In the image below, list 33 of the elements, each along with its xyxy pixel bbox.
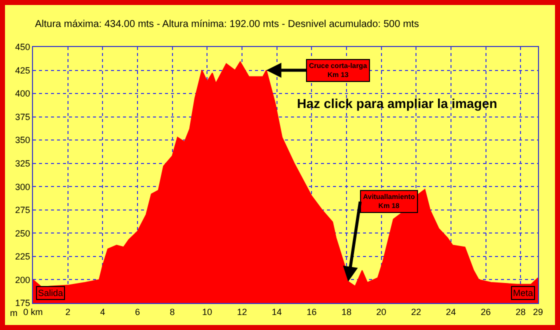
y-tick-label: 275 — [15, 205, 30, 216]
y-axis-title: m — [10, 308, 18, 318]
x-tick-label: 20 — [376, 306, 386, 317]
x-tick-label: 22 — [411, 306, 422, 317]
x-tick-label: 28 — [516, 306, 526, 317]
x-tick-label: 12 — [236, 306, 247, 317]
y-tick-label: 225 — [15, 252, 30, 262]
x-tick-label: 6 — [134, 306, 140, 317]
y-tick-label: 300 — [15, 182, 30, 192]
x-tick-label: 24 — [446, 306, 456, 317]
x-tick-label: 18 — [341, 306, 352, 317]
y-tick-label: 200 — [15, 274, 30, 285]
x-tick-label: 4 — [100, 306, 106, 317]
y-tick-label: 250 — [15, 228, 30, 238]
annotation: Meta — [513, 288, 534, 298]
annotation: Salida — [38, 288, 64, 298]
x-tick-label: 14 — [272, 306, 282, 317]
annotation: Haz click para ampliar la imagen — [297, 96, 498, 111]
x-tick-label: 8 — [170, 306, 175, 317]
y-tick-label: 400 — [15, 88, 30, 99]
y-tick-label: 175 — [15, 298, 30, 308]
y-tick-label: 375 — [15, 112, 30, 122]
x-tick-label: 2 — [65, 306, 70, 317]
y-tick-label: 325 — [15, 158, 30, 169]
x-tick-label: 10 — [202, 306, 212, 317]
x-tick-label: 29 — [532, 306, 544, 317]
y-tick-label: 425 — [15, 65, 30, 76]
x-tick-label: 16 — [306, 306, 317, 317]
x-tick-label: 0 km — [23, 306, 43, 317]
x-tick-label: 26 — [480, 306, 491, 317]
chart-title: Altura máxima: 434.00 mts - Altura mínima: 192.00 mts - Desnivel acumulado: 500 mts — [35, 19, 420, 30]
y-tick-label: 450 — [15, 42, 30, 52]
y-tick-label: 350 — [15, 135, 30, 146]
